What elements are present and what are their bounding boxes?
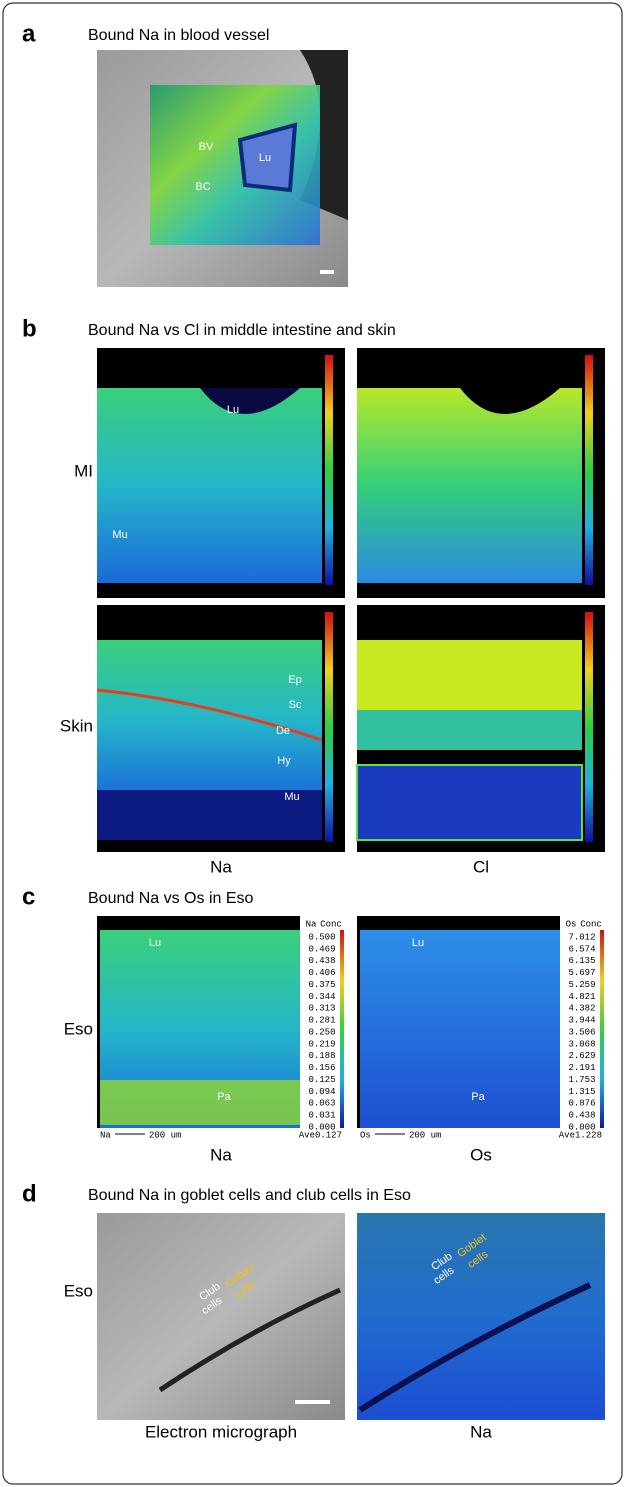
- scale-value: 0.094: [308, 1087, 335, 1097]
- scale-value: 3.506: [568, 1027, 595, 1037]
- row-label: Skin: [60, 716, 93, 735]
- scale-element: Na: [306, 919, 317, 929]
- eso-na-map: [357, 1213, 605, 1420]
- average: Ave0.127: [299, 1130, 342, 1140]
- row-label: MI: [74, 461, 93, 480]
- eso-em: [97, 1213, 345, 1420]
- scale-value: 0.000: [308, 1122, 335, 1132]
- scale-value: 2.629: [568, 1051, 595, 1061]
- column-label: Os: [470, 1145, 492, 1164]
- mi-na: [97, 348, 345, 598]
- panel-title: Bound Na in blood vessel: [88, 27, 269, 44]
- scale-value: 0.469: [308, 944, 335, 954]
- scale-value: 3.944: [568, 1016, 595, 1026]
- scale-value: 0.063: [308, 1099, 335, 1109]
- scale-unit: Conc: [580, 919, 602, 929]
- scale-value: 5.697: [568, 968, 595, 978]
- scale-value: 0.344: [308, 992, 335, 1002]
- image-label: Pa: [217, 1091, 231, 1103]
- panel-letter: d: [22, 1180, 37, 1207]
- scale-bar: [320, 270, 334, 274]
- scale-value: 0.438: [308, 956, 335, 966]
- scale-value: 0.281: [308, 1016, 335, 1026]
- scale-bar-label: 200 um: [149, 1130, 181, 1140]
- image-label: Lu: [259, 152, 271, 164]
- scale-value: 6.574: [568, 944, 595, 954]
- scale-unit: Conc: [320, 919, 342, 929]
- image-label: Mu: [284, 791, 299, 803]
- bar-element: Na: [100, 1130, 111, 1140]
- panel-title: Bound Na vs Cl in middle intestine and s…: [88, 322, 396, 339]
- scale-value: 0.031: [308, 1111, 335, 1121]
- bar-element: Os: [360, 1130, 371, 1140]
- scale-value: 0.438: [568, 1111, 595, 1121]
- panel-title: Bound Na in goblet cells and club cells …: [88, 1187, 411, 1204]
- scale-value: 4.821: [568, 992, 595, 1002]
- row-label: Eso: [64, 1281, 93, 1300]
- image-label: Lu: [149, 937, 161, 949]
- image-label: BV: [199, 141, 214, 153]
- column-label: Na: [210, 1145, 232, 1164]
- scale-value: 0.250: [308, 1027, 335, 1037]
- eso-os: [357, 916, 605, 1141]
- panel-title: Bound Na vs Os in Eso: [88, 890, 254, 907]
- image-label: Ep: [288, 674, 301, 686]
- scale-value: 0.219: [308, 1039, 335, 1049]
- mi-cl: [357, 348, 605, 598]
- image-label: Lu: [227, 404, 239, 416]
- scale-value: 0.156: [308, 1063, 335, 1073]
- vessel: [237, 122, 298, 193]
- skin-na: [96, 605, 345, 852]
- scale-value: 0.500: [308, 932, 335, 942]
- scale-value: 1.753: [568, 1075, 595, 1085]
- panel-letter: b: [22, 315, 37, 342]
- image-label: Mu: [112, 529, 127, 541]
- scale-value: 5.259: [568, 980, 595, 990]
- scale-value: 0.876: [568, 1099, 595, 1109]
- scale-value: 0.125: [308, 1075, 335, 1085]
- column-label: Na: [470, 1422, 492, 1441]
- image-label: De: [276, 725, 290, 737]
- scale-value: 4.382: [568, 1004, 595, 1014]
- eso-na: [97, 916, 345, 1141]
- row-label: Eso: [64, 1019, 93, 1038]
- scale-value: 3.068: [568, 1039, 595, 1049]
- scale-value: 0.406: [308, 968, 335, 978]
- scale-value: 0.188: [308, 1051, 335, 1061]
- column-label: Cl: [473, 857, 489, 876]
- image-label: BC: [195, 181, 210, 193]
- scale-value: 0.313: [308, 1004, 335, 1014]
- image-label: Lu: [412, 937, 424, 949]
- na-overlay: [150, 85, 320, 245]
- scale-element: Os: [566, 919, 577, 929]
- scale-value: 1.315: [568, 1087, 595, 1097]
- panel-letter: a: [22, 20, 36, 47]
- image-label: Hy: [277, 755, 291, 767]
- scale-bar-label: 200 um: [409, 1130, 441, 1140]
- column-label: Electron micrograph: [145, 1422, 297, 1441]
- average: Ave1.228: [559, 1130, 602, 1140]
- panel-letter: c: [22, 883, 35, 910]
- scale-value: 2.191: [568, 1063, 595, 1073]
- scale-value: 0.375: [308, 980, 335, 990]
- scale-value: 0.000: [568, 1122, 595, 1132]
- column-label: Na: [210, 857, 232, 876]
- image-label: Pa: [471, 1091, 485, 1103]
- scale-value: 7.012: [568, 932, 595, 942]
- skin-cl: [356, 605, 605, 852]
- image-label: Sc: [289, 699, 302, 711]
- scale-value: 6.135: [568, 956, 595, 966]
